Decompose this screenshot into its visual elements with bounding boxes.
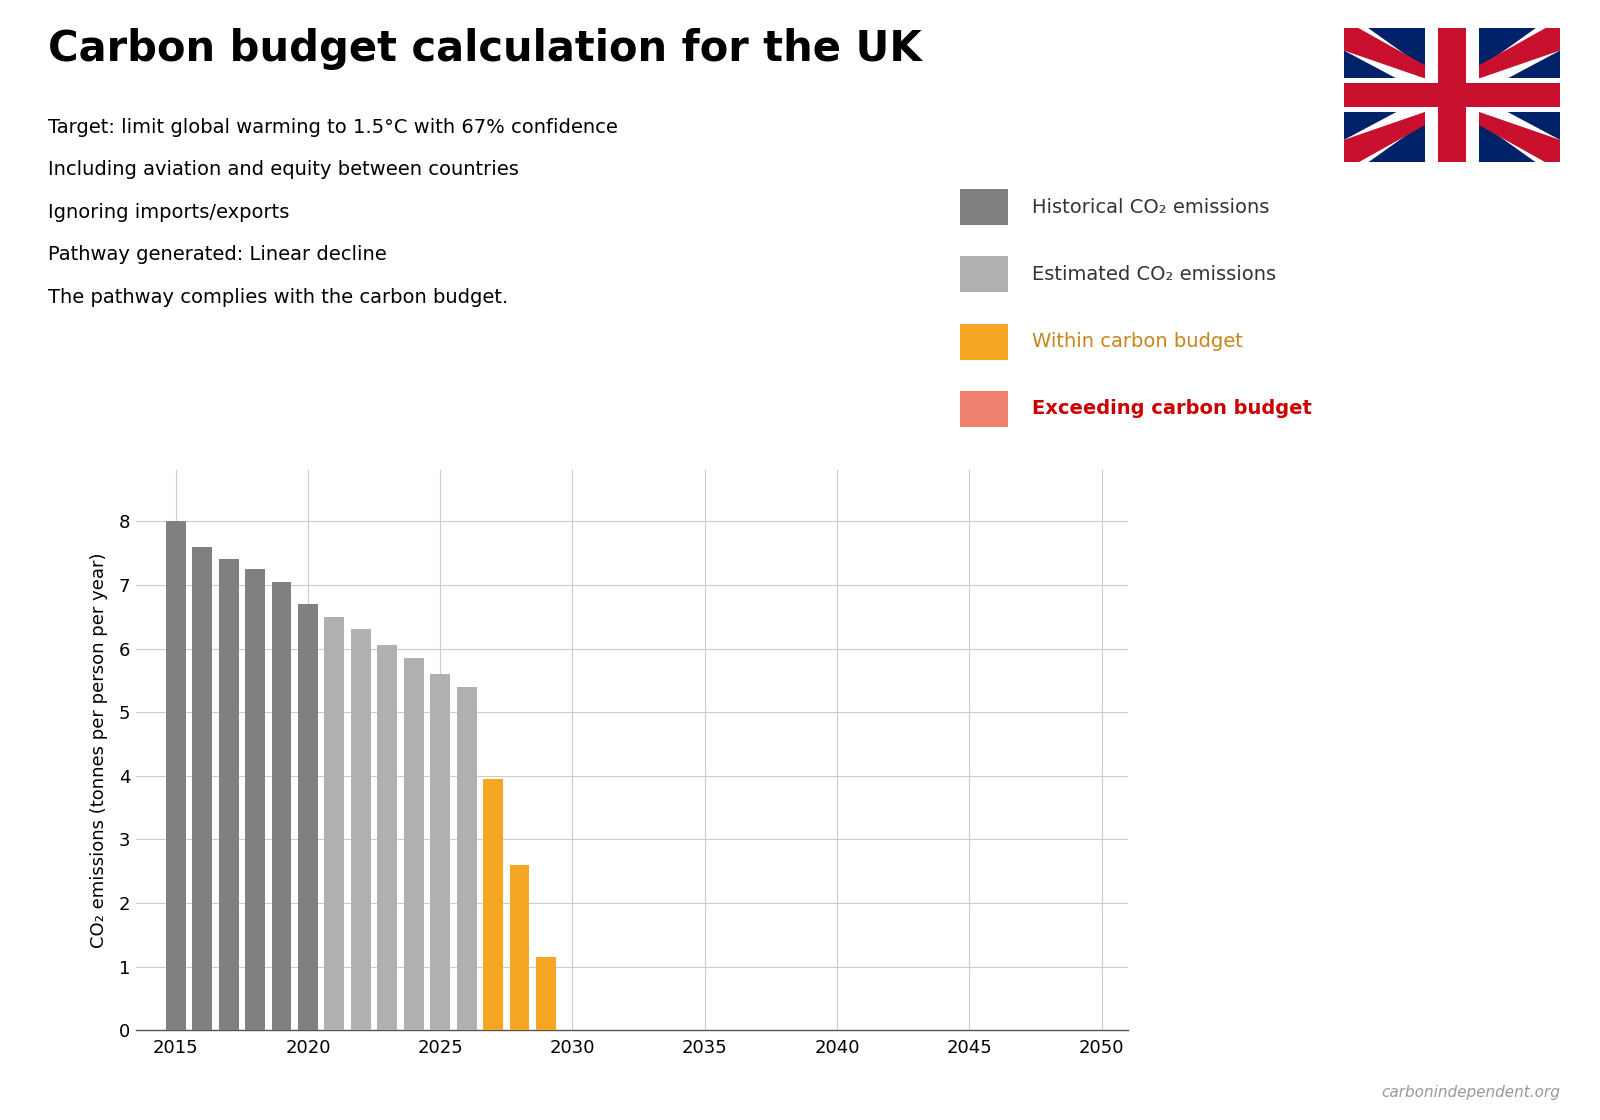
Text: Including aviation and equity between countries: Including aviation and equity between co… (48, 160, 518, 179)
Bar (192, 547, 213, 1030)
Bar (403, 659, 424, 1030)
Polygon shape (1453, 103, 1560, 162)
Polygon shape (1344, 103, 1453, 162)
Bar (1344, 78, 1560, 112)
Text: Ignoring imports/exports: Ignoring imports/exports (48, 203, 290, 222)
Bar (456, 687, 477, 1030)
Text: Estimated CO₂ emissions: Estimated CO₂ emissions (1032, 265, 1277, 283)
Text: The pathway complies with the carbon budget.: The pathway complies with the carbon bud… (48, 288, 509, 307)
Polygon shape (1344, 28, 1560, 162)
Bar (272, 581, 291, 1030)
Text: Target: limit global warming to 1.5°C with 67% confidence: Target: limit global warming to 1.5°C wi… (48, 118, 618, 137)
Bar (219, 560, 238, 1030)
Text: Exceeding carbon budget: Exceeding carbon budget (1032, 400, 1312, 418)
Bar (245, 569, 266, 1030)
Text: Carbon budget calculation for the UK: Carbon budget calculation for the UK (48, 28, 922, 69)
Bar (166, 521, 186, 1030)
Bar (325, 617, 344, 1030)
Polygon shape (1453, 28, 1560, 87)
Bar (430, 674, 450, 1030)
Bar (298, 604, 318, 1030)
Bar (483, 780, 502, 1030)
Polygon shape (1344, 28, 1453, 87)
Bar (378, 645, 397, 1030)
Text: Within carbon budget: Within carbon budget (1032, 333, 1243, 351)
Bar (1426, 28, 1478, 162)
Text: Historical CO₂ emissions: Historical CO₂ emissions (1032, 198, 1269, 216)
Bar (1344, 84, 1560, 108)
Bar (536, 958, 555, 1030)
Text: Pathway generated: Linear decline: Pathway generated: Linear decline (48, 245, 387, 264)
Y-axis label: CO₂ emissions (tonnes per person per year): CO₂ emissions (tonnes per person per yea… (90, 552, 107, 949)
Bar (510, 865, 530, 1030)
Text: carbonindependent.org: carbonindependent.org (1381, 1085, 1560, 1100)
Bar (1437, 28, 1466, 162)
Bar (350, 629, 371, 1030)
